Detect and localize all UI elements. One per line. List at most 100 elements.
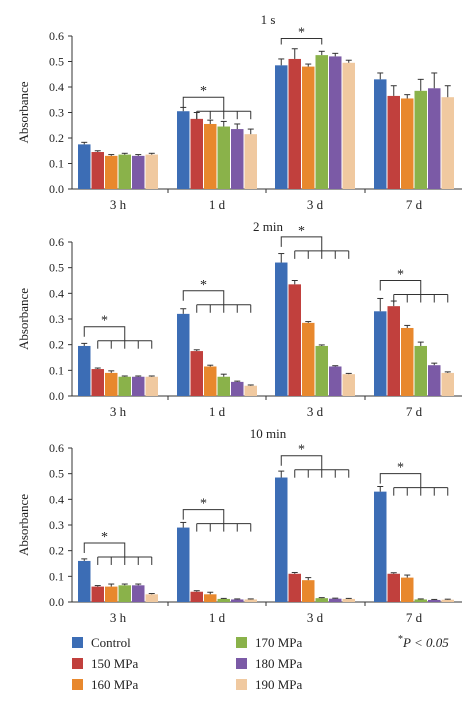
x-tick-label: 3 d (307, 610, 324, 625)
bar-170-mpa (118, 376, 131, 396)
bar-150-mpa (91, 152, 104, 189)
bar-150-mpa (288, 58, 301, 190)
chart-panel-3: 10 min Absorbance 0.0 0.1 0.2 0.3 0.4 0.5 0.6 3 h… (16, 426, 462, 625)
bar-control (374, 311, 387, 396)
y-tick-label: 0.2 (49, 131, 64, 145)
bar-control (78, 345, 91, 396)
chart-title: 1 s (261, 12, 276, 27)
significance-bracket (83, 542, 126, 557)
y-tick-label: 0.3 (49, 312, 64, 326)
y-tick-label: 0.4 (49, 80, 64, 94)
bar-170-mpa (118, 585, 131, 602)
y-tick-label: 0.6 (49, 441, 64, 455)
bar-150-mpa (387, 573, 400, 602)
legend-label-190-mpa: 190 MPa (255, 677, 303, 692)
bar-160-mpa (105, 155, 118, 189)
y-tick-label: 0.0 (49, 182, 64, 196)
significance-bracket (280, 455, 323, 470)
bar-170-mpa (315, 598, 328, 602)
significance-note-star: * (398, 634, 403, 645)
legend-label-150-mpa: 150 MPa (91, 656, 139, 671)
bar-190-mpa (244, 134, 257, 189)
significance-star: * (298, 224, 305, 239)
x-tick-label: 3 h (110, 197, 127, 212)
bar-180-mpa (428, 365, 441, 396)
bar-190-mpa (244, 385, 257, 396)
chart-panel-2: 2 min Absorbance 0.0 0.1 0.2 0.3 0.4 0.5 0.6 3 h 1… (16, 219, 462, 419)
y-tick-label: 0.4 (49, 492, 64, 506)
significance-bracket (379, 473, 422, 488)
significance-bracket (379, 280, 422, 295)
y-tick-label: 0.6 (49, 235, 64, 249)
bar-control (374, 491, 387, 602)
bar-160-mpa (401, 98, 414, 189)
bar-control (177, 111, 190, 189)
bar-control (275, 262, 288, 396)
bar-180-mpa (329, 598, 342, 602)
legend-swatch-190-mpa (236, 679, 247, 690)
legend-label-170-mpa: 170 MPa (255, 635, 303, 650)
bar-150-mpa (190, 591, 203, 602)
legend-swatch-180-mpa (236, 658, 247, 669)
bar-150-mpa (387, 95, 400, 189)
x-tick-label: 7 d (406, 404, 423, 419)
bar-180-mpa (231, 129, 244, 189)
legend-swatch-control (72, 637, 83, 648)
bar-180-mpa (132, 376, 145, 396)
significance-star: * (397, 268, 404, 283)
y-tick-label: 0.2 (49, 338, 64, 352)
y-tick-label: 0.0 (49, 595, 64, 609)
bar-160-mpa (204, 366, 217, 396)
chart-title: 10 min (250, 426, 287, 441)
bar-190-mpa (342, 62, 355, 189)
bar-190-mpa (342, 374, 355, 396)
x-tick-label: 3 d (307, 197, 324, 212)
bar-160-mpa (302, 66, 315, 189)
y-tick-label: 0.1 (49, 569, 64, 583)
bar-control (78, 560, 91, 602)
x-tick-label: 7 d (406, 197, 423, 212)
x-tick-label: 1 d (209, 197, 226, 212)
bar-control (374, 79, 387, 189)
y-tick-label: 0.5 (49, 467, 64, 481)
significance-star: * (298, 443, 305, 458)
bar-150-mpa (190, 118, 203, 189)
significance-star: * (101, 314, 108, 329)
significance-star: * (101, 530, 108, 545)
bar-150-mpa (288, 284, 301, 396)
bar-150-mpa (387, 306, 400, 396)
significance-bracket (182, 290, 225, 305)
x-tick-label: 3 d (307, 404, 324, 419)
legend: Control 150 MPa 160 MPa 170 MPa 180 MPa 190 M… (72, 635, 303, 692)
significance-note-text: P < 0.05 (402, 635, 449, 650)
y-tick-label: 0.1 (49, 157, 64, 171)
y-tick-label: 0.0 (49, 389, 64, 403)
bar-170-mpa (217, 598, 230, 602)
legend-swatch-150-mpa (72, 658, 83, 669)
bar-180-mpa (329, 366, 342, 396)
bar-160-mpa (105, 586, 118, 602)
bar-150-mpa (190, 351, 203, 396)
significance-bracket (182, 509, 225, 524)
significance-star: * (200, 84, 207, 99)
x-tick-label: 7 d (406, 610, 423, 625)
bar-160-mpa (204, 594, 217, 602)
bar-170-mpa (217, 376, 230, 396)
legend-label-180-mpa: 180 MPa (255, 656, 303, 671)
x-tick-label: 1 d (209, 610, 226, 625)
bar-160-mpa (302, 322, 315, 396)
bar-control (177, 313, 190, 396)
chart-panel-1: 1 s Absorbance 0.0 0.1 0.2 0.3 0.4 0.5 0.6 3 h 1 d… (16, 12, 462, 212)
bar-180-mpa (428, 88, 441, 189)
bar-160-mpa (105, 372, 118, 396)
bar-180-mpa (231, 381, 244, 396)
y-axis-label: Absorbance (16, 288, 31, 350)
y-tick-label: 0.1 (49, 363, 64, 377)
bar-160-mpa (302, 580, 315, 602)
significance-bracket (83, 326, 126, 341)
significance-bracket (280, 38, 323, 45)
x-tick-label: 3 h (110, 404, 127, 419)
x-tick-label: 3 h (110, 610, 127, 625)
bar-190-mpa (145, 154, 158, 189)
